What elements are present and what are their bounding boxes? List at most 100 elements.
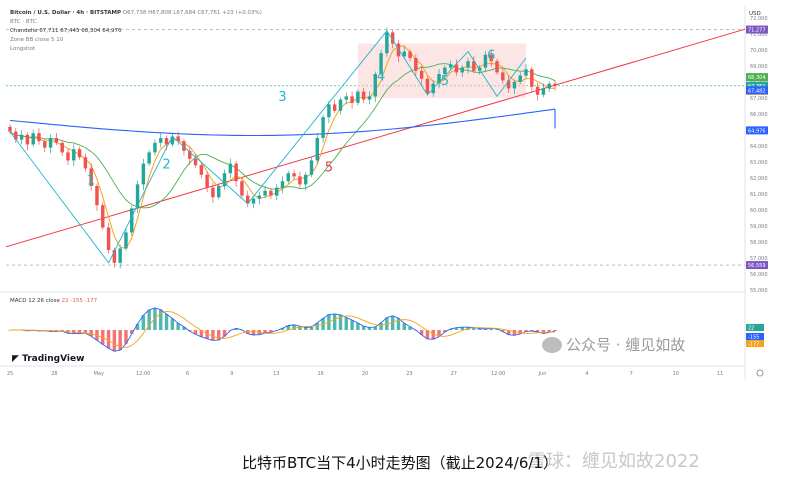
- candle: [118, 244, 122, 269]
- macd-bar: [176, 323, 180, 330]
- candle-body: [483, 54, 488, 68]
- settings-gear-icon: [756, 369, 764, 377]
- candle: [292, 169, 296, 180]
- price-tag-bg: [746, 73, 768, 82]
- candle: [101, 201, 105, 230]
- macd-label[interactable]: MACD 12 26 close: [10, 298, 60, 304]
- price-tag: 68,304: [746, 73, 768, 82]
- candle-body: [443, 67, 447, 74]
- indicator-c-label[interactable]: Zone BB close 5 10: [10, 37, 64, 43]
- candle: [263, 185, 267, 198]
- macd-bar: [205, 330, 209, 339]
- macd-tag-text: -177: [748, 342, 759, 348]
- macd-bar: [553, 330, 557, 331]
- candle: [205, 171, 209, 193]
- macd-bar: [367, 327, 372, 330]
- candle-body: [495, 61, 499, 73]
- candle-body: [141, 163, 146, 185]
- macd-bar: [425, 330, 430, 339]
- candle-body: [257, 195, 262, 199]
- macd-bar: [472, 327, 476, 330]
- macd-bar: [269, 330, 273, 333]
- candle-body: [530, 69, 534, 87]
- y-tick-label: 64,000: [750, 144, 768, 150]
- y-tick-label: 61,000: [750, 192, 768, 198]
- wave-label: 6: [487, 49, 495, 64]
- y-tick-label: 71,000: [750, 32, 768, 38]
- macd-bar: [159, 309, 163, 330]
- candle-body: [280, 181, 285, 188]
- candle-body: [344, 96, 348, 100]
- macd-bar: [338, 314, 343, 330]
- candle-body: [164, 138, 169, 145]
- candle-body: [414, 58, 418, 71]
- candle: [269, 188, 273, 200]
- candle-body: [541, 88, 546, 95]
- candle-body: [518, 75, 522, 82]
- candle-body: [512, 82, 517, 89]
- price-tag-bg: [746, 86, 768, 95]
- candle-body: [31, 133, 35, 145]
- indicator-a-label[interactable]: BTC · BTC: [10, 19, 37, 25]
- macd-bar: [506, 330, 511, 335]
- ma-slow-line: [9, 108, 556, 137]
- x-tick-label: 4: [585, 371, 588, 377]
- y-tick-label: 70,000: [750, 48, 768, 54]
- candle-body: [269, 190, 273, 196]
- x-tick-label: 23: [406, 371, 412, 377]
- macd-signal-line: [10, 310, 556, 349]
- candle: [495, 58, 499, 75]
- candle: [501, 68, 505, 84]
- candle-body: [408, 51, 412, 58]
- wave-label: 3: [278, 90, 286, 105]
- candle-body: [222, 173, 227, 186]
- macd-bar: [303, 327, 308, 330]
- candle: [454, 59, 459, 76]
- candle: [367, 91, 372, 105]
- y-tick-label: 62,000: [750, 176, 768, 182]
- candle: [414, 54, 418, 76]
- candle-body: [211, 187, 215, 198]
- macd-tag-bg: [746, 324, 764, 331]
- candle: [234, 161, 238, 187]
- macd-bar: [106, 330, 111, 349]
- candle-body: [159, 138, 163, 143]
- candle-body: [234, 163, 238, 182]
- tradingview-logo[interactable]: ◤ TradingView: [12, 354, 84, 364]
- price-tag-bg: [746, 25, 768, 34]
- candle: [437, 69, 441, 89]
- candle-body: [338, 99, 343, 111]
- macd-bar: [193, 330, 198, 335]
- candle: [309, 156, 314, 178]
- x-tick-label: 12:00: [491, 371, 505, 377]
- candle: [402, 46, 406, 59]
- candle: [350, 91, 354, 109]
- candle: [141, 158, 146, 191]
- price-tag-text: 67,482: [748, 88, 766, 94]
- candle-body: [356, 91, 360, 103]
- macd-bar: [454, 327, 459, 330]
- trend-line: [5, 28, 746, 248]
- candle: [188, 147, 192, 165]
- indicator-d-label[interactable]: Longshot: [10, 46, 36, 52]
- macd-bar: [477, 328, 482, 330]
- macd-bar: [263, 330, 267, 334]
- candle: [298, 171, 302, 190]
- macd-bar: [170, 318, 175, 330]
- candle: [553, 79, 557, 91]
- candle: [130, 206, 134, 236]
- price-tag: 67,482: [746, 86, 768, 95]
- candle: [466, 57, 470, 74]
- x-tick-label: 6: [186, 371, 189, 377]
- currency-label[interactable]: USD: [749, 11, 761, 17]
- wave-label: 5: [325, 161, 333, 176]
- macd-bar: [315, 322, 320, 330]
- chandelier-label[interactable]: Chandelie 67,711 67,445 68,304 64,976: [10, 28, 122, 34]
- y-tick-label: 63,000: [750, 160, 768, 166]
- wechat-icon: [542, 336, 562, 353]
- macd-bar: [89, 330, 93, 337]
- candle-body: [506, 80, 511, 89]
- price-tag-text: 68,304: [748, 75, 766, 81]
- candle-body: [188, 150, 192, 159]
